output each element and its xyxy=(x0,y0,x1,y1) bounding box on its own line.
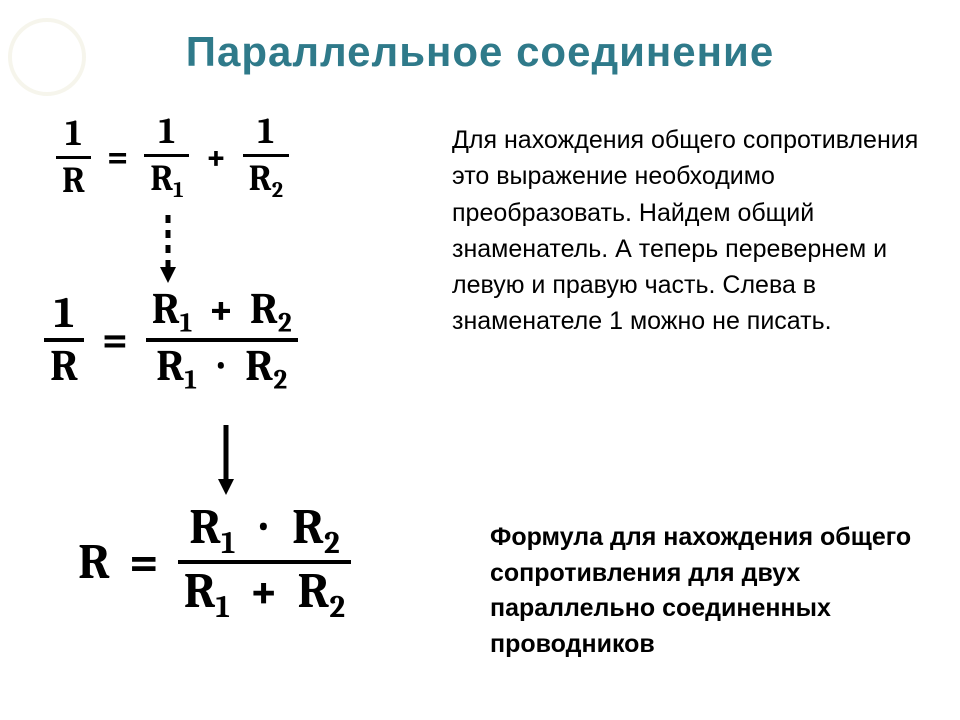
plus-sign: + xyxy=(197,137,234,178)
result-caption: Формула для нахождения общего сопротивле… xyxy=(490,520,930,662)
denominator: R xyxy=(44,342,84,390)
numerator: 1 xyxy=(243,110,289,157)
formula-total-resistance: R = R1 ∙ R2 R1 + R2 xyxy=(78,500,351,624)
frac-r1r2-over-r1plusr2: R1 ∙ R2 R1 + R2 xyxy=(178,500,352,624)
frac-r1plusr2-over-r1r2: R1 + R2 R1 ∙ R2 xyxy=(146,285,298,394)
formula-reciprocal-sum: 1 R = 1 R1 + 1 R2 xyxy=(56,110,289,204)
denominator: R2 xyxy=(243,157,289,205)
frac-1-over-R1: 1 R1 xyxy=(144,110,189,204)
denominator: R1 xyxy=(144,157,189,205)
denominator: R1 + R2 xyxy=(178,564,352,624)
arrow-down-dashed xyxy=(156,215,180,285)
formula-common-denominator: 1 R = R1 + R2 R1 ∙ R2 xyxy=(44,285,298,394)
arrow-down-solid xyxy=(214,425,238,497)
lhs-R: R xyxy=(78,533,110,591)
numerator: 1 xyxy=(44,289,84,341)
frac-1-over-R: 1 R xyxy=(44,289,84,390)
denominator: R xyxy=(56,159,91,203)
equals-sign: = xyxy=(99,137,136,178)
numerator: R1 ∙ R2 xyxy=(178,500,352,564)
explanation-paragraph: Для нахождения общего сопротивления это … xyxy=(452,122,930,340)
equals-sign: = xyxy=(94,314,136,365)
equals-sign: = xyxy=(121,533,167,591)
numerator: 1 xyxy=(144,110,189,157)
numerator: R1 + R2 xyxy=(146,285,298,342)
denominator: R1 ∙ R2 xyxy=(146,342,298,395)
numerator: 1 xyxy=(56,112,91,159)
frac-1-over-R: 1 R xyxy=(56,112,91,202)
frac-1-over-R2: 1 R2 xyxy=(243,110,289,204)
page-title: Параллельное соединение xyxy=(0,28,960,76)
